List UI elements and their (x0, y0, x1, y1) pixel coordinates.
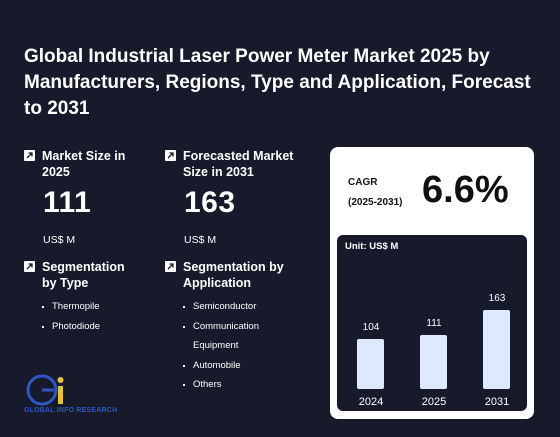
bar-chart: Unit: US$ M 104 2024 111 2025 163 2031 (337, 235, 527, 411)
chart-unit-label: Unit: US$ M (345, 241, 399, 252)
list-item: Automobile (182, 356, 282, 376)
application-list: Semiconductor Communication Equipment Au… (182, 297, 282, 395)
arrow-up-right-icon (165, 150, 176, 161)
logo-text: GLOBAL INFO RESEARCH (24, 407, 118, 414)
list-item: Photodiode (41, 317, 100, 337)
list-item: Communication Equipment (182, 317, 282, 356)
type-list: Thermopile Photodiode (41, 297, 100, 336)
arrow-up-right-icon (24, 261, 35, 272)
market-size-label: Market Size in 2025 (24, 148, 152, 180)
market-size-value: 111 (43, 186, 92, 219)
bar-category-label: 2025 (421, 396, 447, 408)
list-item: Thermopile (41, 297, 100, 317)
cagr-label: CAGR (2025-2031) (348, 173, 402, 213)
bar-2025 (420, 335, 447, 389)
forecast-size-unit: US$ M (184, 234, 217, 246)
bar-value-label: 104 (362, 322, 380, 333)
page-title: Global Industrial Laser Power Meter Mark… (24, 46, 531, 119)
bar-category-label: 2031 (484, 396, 510, 408)
cagr-label-line2: (2025-2031) (348, 197, 403, 208)
bar-category-label: 2024 (358, 396, 384, 408)
forecast-size-label-text: Forecasted Market Size in 2031 (183, 149, 294, 179)
segmentation-application-label: Segmentation by Application (165, 259, 293, 291)
segmentation-type-label-text: Segmentation by Type (42, 260, 125, 290)
market-size-unit: US$ M (43, 234, 76, 246)
arrow-up-right-icon (24, 150, 35, 161)
cagr-card: CAGR (2025-2031) 6.6% Unit: US$ M 104 202… (330, 147, 534, 419)
logo: GLOBAL INFO RESEARCH (24, 374, 144, 418)
bar-value-label: 111 (426, 318, 442, 329)
segmentation-type-label: Segmentation by Type (24, 259, 142, 291)
segmentation-application-label-text: Segmentation by Application (183, 260, 284, 290)
cagr-value: 6.6% (422, 169, 509, 211)
list-item: Semiconductor (182, 297, 282, 317)
forecast-size-value: 163 (184, 186, 236, 219)
list-item: Others (182, 375, 282, 395)
arrow-up-right-icon (165, 261, 176, 272)
globe-logo-icon (26, 374, 64, 406)
bar-2024 (357, 339, 384, 389)
market-size-label-text: Market Size in 2025 (42, 149, 126, 179)
cagr-label-line1: CAGR (348, 177, 378, 188)
forecast-size-label: Forecasted Market Size in 2031 (165, 148, 318, 180)
bar-value-label: 163 (488, 293, 506, 304)
bar-2031 (483, 310, 510, 389)
